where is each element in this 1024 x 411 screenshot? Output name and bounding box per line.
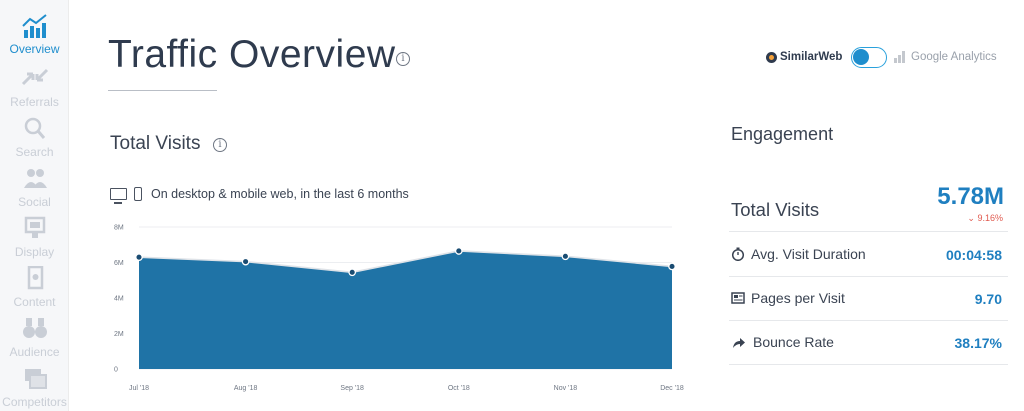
data-point [561,252,570,261]
x-tick-label: Oct '18 [448,385,470,392]
data-point [668,262,676,271]
sidebar-item-label: Social [18,195,51,209]
engagement-title: Engagement [731,124,834,144]
data-point [241,257,250,266]
sidebar-item-social[interactable]: Social [0,166,69,209]
metric-value: 00:04:58 [945,247,1002,263]
similarweb-text: SimilarWeb [780,51,843,63]
y-tick-label: 4M [114,296,124,303]
arrows-icon [0,66,69,92]
engagement-divider [729,364,1008,365]
area-series [139,250,672,369]
sidebar-item-label: Overview [9,42,60,56]
total-visits-change-value: 9.16% [977,213,1003,223]
display-ad-icon [0,216,69,242]
document-icon [0,266,69,292]
y-tick-label: 6M [114,260,124,267]
x-tick-label: Aug '18 [234,385,258,392]
total-visits-title: Total Visits [110,133,201,154]
sidebar: Overview Referrals Search [0,0,69,411]
title-divider [108,90,217,91]
x-tick-label: Jul '18 [129,385,149,392]
pages-icon [731,292,745,304]
magnifier-icon [0,116,69,142]
metric-pages-per-visit: Pages per Visit [731,290,845,306]
engagement-total-visits-label: Total Visits [731,199,820,220]
sidebar-item-label: Audience [9,345,60,359]
sidebar-item-search[interactable]: Search [0,116,69,159]
info-icon[interactable]: i [396,52,410,66]
data-point [454,247,463,255]
sidebar-item-content[interactable]: Content [0,266,69,309]
data-point [348,268,357,277]
toggle-knob [853,49,869,65]
engagement-divider [729,320,1008,321]
series-line [138,250,673,274]
data-source-toggle[interactable] [851,47,887,68]
x-tick-label: Nov '18 [554,385,578,392]
metric-bounce-rate: Bounce Rate [731,334,834,350]
binoculars-icon [0,316,69,342]
similarweb-source-label[interactable]: SimilarWeb [766,51,842,63]
bounce-arrow-icon [733,338,745,348]
page-title: Traffic Overview [108,33,396,76]
metric-label: Avg. Visit Duration [751,246,866,262]
bar-chart-trend-icon [0,13,69,39]
device-note: On desktop & mobile web, in the last 6 m… [110,187,409,204]
sidebar-item-label: Content [13,295,56,309]
sidebar-item-referrals[interactable]: Referrals [0,66,69,109]
sidebar-item-overview[interactable]: Overview [0,13,69,56]
metric-label: Pages per Visit [751,290,845,306]
x-tick-label: Dec '18 [660,385,684,392]
data-point [135,253,143,262]
x-tick-label: Sep '18 [340,385,364,392]
decrease-arrow-icon: ⌄ [967,213,975,223]
sidebar-item-display[interactable]: Display [0,216,69,259]
sidebar-item-competitors[interactable]: Competitors [0,366,69,409]
engagement-divider [729,231,1008,232]
total-visits-area-chart: 0 2M 4M 6M 8M Jul '18 Aug '18 Sep '18 Oct '18 Nov… [114,225,684,393]
google-analytics-source-label[interactable]: Google Analytics [894,51,997,63]
sidebar-item-label: Competitors [2,395,67,409]
y-tick-label: 0 [114,367,118,374]
info-icon[interactable]: i [213,138,227,152]
stopwatch-icon [731,247,745,261]
y-tick-label: 8M [114,225,124,232]
desktop-icon [110,188,127,204]
sidebar-item-audience[interactable]: Audience [0,316,69,359]
engagement-total-visits-value: 5.78M [937,183,1004,210]
metric-value: 9.70 [974,291,1002,307]
sidebar-item-label: Display [14,245,55,259]
sidebar-item-label: Referrals [10,95,59,109]
similarweb-logo-icon [766,51,777,63]
google-analytics-text: Google Analytics [911,51,997,63]
sidebar-item-label: Search [15,145,54,159]
google-analytics-logo-icon [894,51,906,63]
people-icon [0,166,69,192]
mobile-icon [134,187,142,201]
metric-avg-visit-duration: Avg. Visit Duration [731,246,866,262]
overlapping-windows-icon [0,366,69,392]
metric-value: 38.17% [954,335,1002,351]
device-note-text: On desktop & mobile web, in the last 6 m… [151,187,409,201]
engagement-divider [729,276,1008,277]
y-tick-label: 2M [114,331,124,338]
total-visits-change: ⌄ 9.16% [967,213,1003,224]
metric-label: Bounce Rate [753,334,834,350]
